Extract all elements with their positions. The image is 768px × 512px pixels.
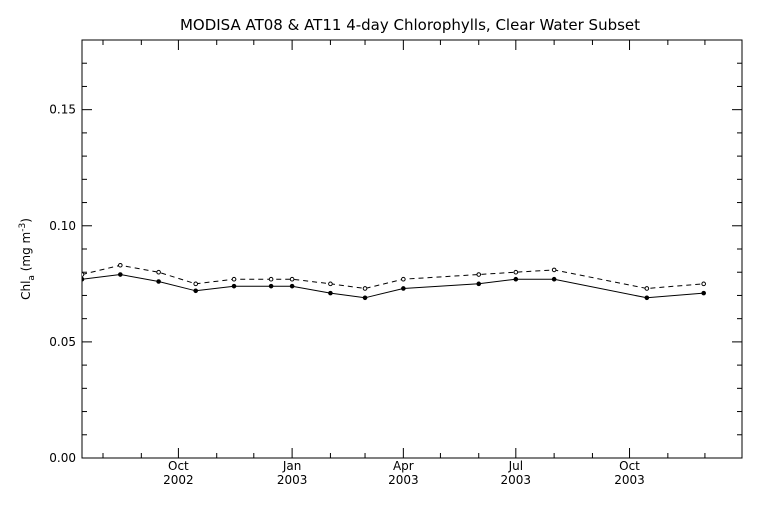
data-point-dashed xyxy=(328,281,333,287)
data-point-solid xyxy=(401,286,406,291)
x-tick-label-year: 2003 xyxy=(388,473,419,487)
data-point-dashed xyxy=(401,276,406,282)
data-point-dashed xyxy=(644,286,650,291)
data-point-solid xyxy=(701,290,706,296)
plot-frame xyxy=(81,39,743,459)
data-point-dashed xyxy=(513,269,519,275)
y-tick-label: 0.00 xyxy=(49,451,76,465)
data-point-dashed xyxy=(231,276,237,282)
data-point-solid xyxy=(289,283,295,289)
plot-border xyxy=(81,39,743,459)
y-axis-title: Chla (mg m-3) xyxy=(18,218,37,300)
x-tick-label-year: 2002 xyxy=(163,473,194,487)
data-point-solid xyxy=(551,276,557,282)
data-point-solid xyxy=(193,288,199,294)
x-tick-label-month: Jul xyxy=(508,459,523,473)
data-point-solid xyxy=(362,295,368,301)
data-point-dashed xyxy=(156,269,161,275)
data-point-solid xyxy=(118,272,123,277)
chart-title: MODISA AT08 & AT11 4-day Chlorophylls, C… xyxy=(180,16,640,34)
x-tick-label-year: 2003 xyxy=(277,473,308,487)
y-axis-title-close: ) xyxy=(19,218,33,223)
data-point-dashed xyxy=(289,276,295,282)
x-tick-label-year: 2003 xyxy=(614,473,645,487)
series-layer xyxy=(82,262,706,301)
y-tick-label: 0.15 xyxy=(49,103,76,117)
data-point-solid xyxy=(513,276,519,282)
data-point-solid xyxy=(156,279,161,284)
data-point-dashed xyxy=(193,281,199,287)
data-point-solid xyxy=(268,283,274,289)
data-point-dashed xyxy=(362,286,368,291)
x-tick-label-month: Jan xyxy=(282,459,302,473)
data-point-dashed xyxy=(268,276,274,282)
y-axis-ticks: 0.00 0.05 0.10 0.15 xyxy=(49,39,742,465)
x-tick-label-month: Apr xyxy=(393,459,414,473)
y-tick-label: 0.10 xyxy=(49,219,76,233)
data-point-dashed xyxy=(118,262,123,268)
y-tick-label: 0.05 xyxy=(49,335,76,349)
data-point-solid xyxy=(644,295,650,301)
y-axis-title-unit: (mg m xyxy=(19,232,33,275)
data-point-dashed xyxy=(551,267,557,273)
data-point-solid xyxy=(476,281,482,287)
data-point-solid xyxy=(328,290,333,296)
series-line-dashed xyxy=(82,264,704,290)
data-point-solid xyxy=(82,276,85,282)
y-axis-title-subscript: a xyxy=(27,275,37,281)
x-tick-label-month: Oct xyxy=(619,459,640,473)
data-point-dashed xyxy=(701,281,706,287)
data-point-dashed xyxy=(82,272,85,277)
y-axis-title-superscript: -3 xyxy=(18,223,28,232)
x-tick-label-month: Oct xyxy=(168,459,189,473)
x-tick-label-year: 2003 xyxy=(501,473,532,487)
series-line-solid xyxy=(82,273,704,299)
data-point-dashed xyxy=(476,272,482,277)
y-axis-title-base: Chl xyxy=(19,281,33,300)
y-axis-label: Chla (mg m-3) xyxy=(18,218,37,300)
data-point-solid xyxy=(231,283,237,289)
